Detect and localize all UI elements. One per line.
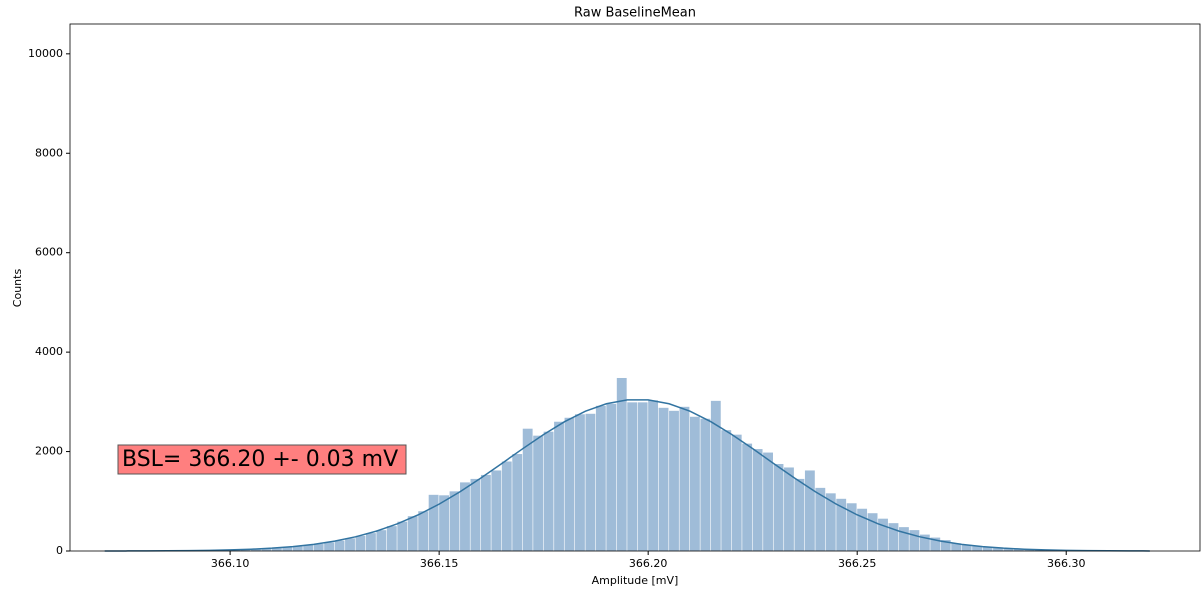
bar (1024, 549, 1035, 551)
x-tick-label: 366.25 (838, 557, 877, 570)
bar (397, 521, 408, 551)
bar (878, 518, 888, 551)
bar (637, 402, 648, 551)
bar (951, 543, 962, 551)
bar (919, 534, 930, 551)
fit-curve (104, 399, 1150, 552)
bar (742, 443, 753, 551)
bar (533, 435, 544, 551)
bar (460, 482, 470, 551)
bar (888, 523, 899, 551)
bar (334, 540, 345, 551)
x-tick-label: 366.10 (211, 557, 250, 570)
bar (658, 407, 669, 551)
bar (491, 470, 502, 551)
bar (773, 463, 784, 551)
bar (940, 540, 951, 551)
bar (522, 428, 533, 551)
bar (794, 478, 805, 551)
bar (616, 377, 627, 551)
bar (386, 526, 397, 551)
plot-frame (69, 23, 1201, 552)
bar (345, 538, 355, 551)
bar (324, 542, 335, 551)
x-tick-label: 366.15 (420, 557, 459, 570)
bar (972, 546, 983, 551)
x-tick-label: 366.20 (629, 557, 668, 570)
bar (564, 417, 575, 551)
bar (804, 470, 815, 551)
bar (993, 547, 1003, 551)
bar (575, 414, 585, 551)
bar (721, 430, 732, 551)
bar (313, 543, 324, 551)
bar (428, 494, 439, 551)
bar (271, 547, 282, 551)
bar (846, 503, 857, 551)
bar (554, 421, 564, 551)
bar (710, 400, 721, 551)
bar (439, 495, 449, 551)
bar (449, 491, 460, 551)
y-tick-label: 4000 (35, 345, 63, 358)
bar (648, 400, 659, 551)
bar (1003, 548, 1014, 551)
y-axis-label: Counts (11, 269, 24, 308)
chart-title: Raw BaselineMean (574, 6, 696, 21)
bar (669, 410, 679, 551)
bar (836, 498, 847, 551)
bar (261, 548, 272, 551)
y-tick-label: 2000 (35, 445, 63, 458)
bar (867, 513, 878, 551)
bar (930, 537, 941, 551)
bar (899, 527, 909, 551)
bar (700, 418, 711, 551)
bar (512, 454, 523, 551)
bar (543, 431, 554, 551)
y-tick-label: 10000 (28, 47, 63, 60)
bar (606, 403, 617, 551)
bar (355, 535, 366, 551)
bar (752, 449, 763, 551)
bar (627, 402, 638, 551)
bar (365, 533, 376, 551)
bar (501, 461, 512, 551)
y-tick-label: 6000 (35, 246, 63, 259)
bar (418, 511, 429, 551)
bar (763, 452, 773, 551)
bar (1013, 548, 1024, 551)
bar (961, 544, 972, 551)
bar (689, 416, 700, 551)
bar (470, 478, 481, 551)
annotation: BSL= 366.20 +- 0.03 mV (122, 447, 398, 472)
bar (585, 413, 596, 551)
bar (731, 434, 742, 551)
x-axis-label: Amplitude [mV] (592, 574, 679, 587)
bar (595, 405, 606, 551)
bar (857, 508, 868, 551)
bar (251, 549, 261, 551)
bar (784, 467, 794, 551)
bar (825, 493, 836, 551)
bar (815, 487, 826, 551)
bar (292, 546, 303, 551)
bar (909, 530, 920, 551)
bar (282, 547, 293, 551)
bar (679, 406, 690, 551)
bar (376, 530, 387, 551)
bar (480, 474, 491, 551)
bar (407, 516, 418, 551)
y-tick-label: 8000 (35, 146, 63, 159)
y-tick-label: 0 (56, 544, 63, 557)
annotation-box (117, 444, 407, 475)
bar (303, 545, 314, 551)
x-tick-label: 366.30 (1047, 557, 1086, 570)
bar (982, 546, 993, 551)
bar (240, 549, 251, 551)
